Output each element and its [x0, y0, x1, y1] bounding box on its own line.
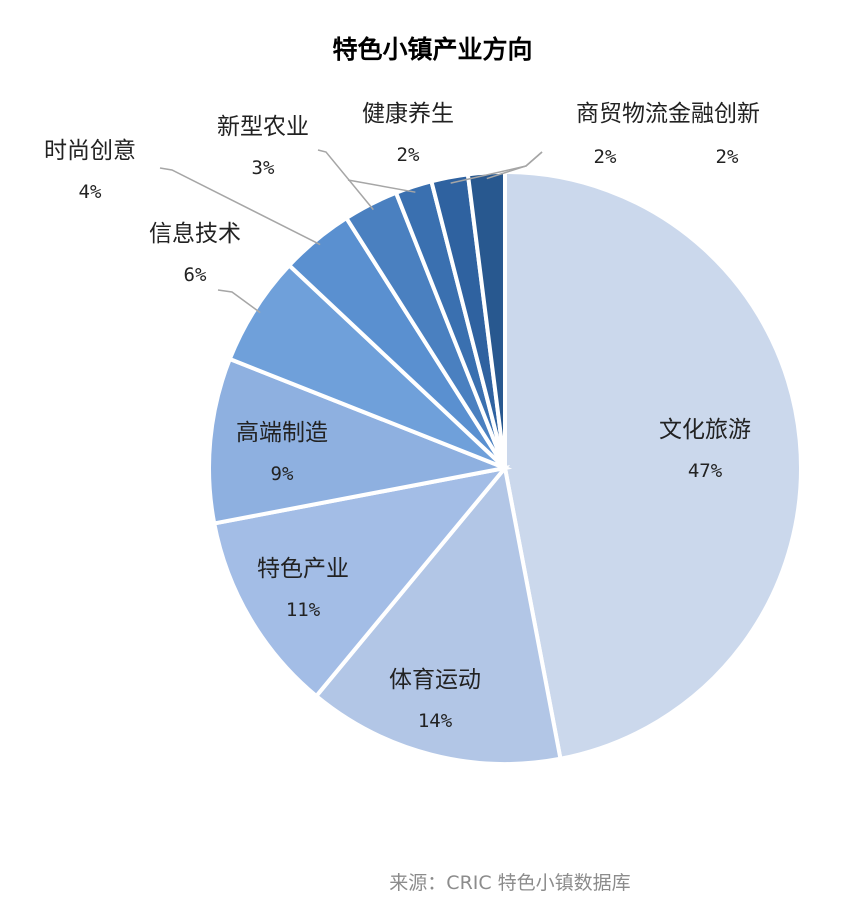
slice-value-label: 4% [79, 181, 102, 203]
pie-slices [207, 169, 803, 766]
slice-label: 信息技术 [149, 221, 241, 247]
slice-label: 特色产业 [257, 556, 349, 582]
slice-value-label: 14% [418, 710, 453, 732]
slice-value-label: 2% [594, 146, 617, 168]
slice-value-label: 2% [716, 146, 739, 168]
slice-label: 体育运动 [389, 667, 481, 693]
pie-slice [207, 356, 513, 526]
leader-line [217, 289, 261, 314]
slice-value-label: 3% [252, 157, 275, 179]
slice-label: 文化旅游 [659, 417, 751, 443]
pie-slice [503, 169, 803, 762]
pie-slice [313, 463, 563, 766]
slice-label: 商贸物流金融创新 [576, 101, 760, 127]
source-note: 来源：CRIC 特色小镇数据库 [389, 872, 631, 894]
pie-slice [211, 464, 511, 699]
slice-label: 新型农业 [217, 114, 309, 140]
slice-label: 时尚创意 [44, 138, 136, 164]
chart-title: 特色小镇产业方向 [332, 35, 533, 64]
slice-label: 高端制造 [236, 420, 328, 446]
slice-label: 健康养生 [362, 101, 454, 127]
slice-value-label: 9% [271, 463, 294, 485]
leader-line [317, 149, 374, 211]
leader-lines [159, 149, 543, 314]
leader-line [347, 179, 416, 193]
pie-chart: 文化旅游 47% 体育运动 14% 特色产业 11% 高端制造 9% 信息技术 6% 时尚创意 4% 新… [44, 101, 803, 766]
slice-value-label: 6% [184, 264, 207, 286]
slice-labels: 文化旅游 47% 体育运动 14% 特色产业 11% 高端制造 9% 信息技术 6% 时尚创意 4% 新… [44, 101, 760, 732]
slice-value-label: 47% [688, 460, 723, 482]
slice-value-label: 11% [286, 599, 321, 621]
leader-line [159, 167, 321, 246]
leader-line [486, 151, 543, 180]
slice-value-label: 2% [397, 144, 420, 166]
